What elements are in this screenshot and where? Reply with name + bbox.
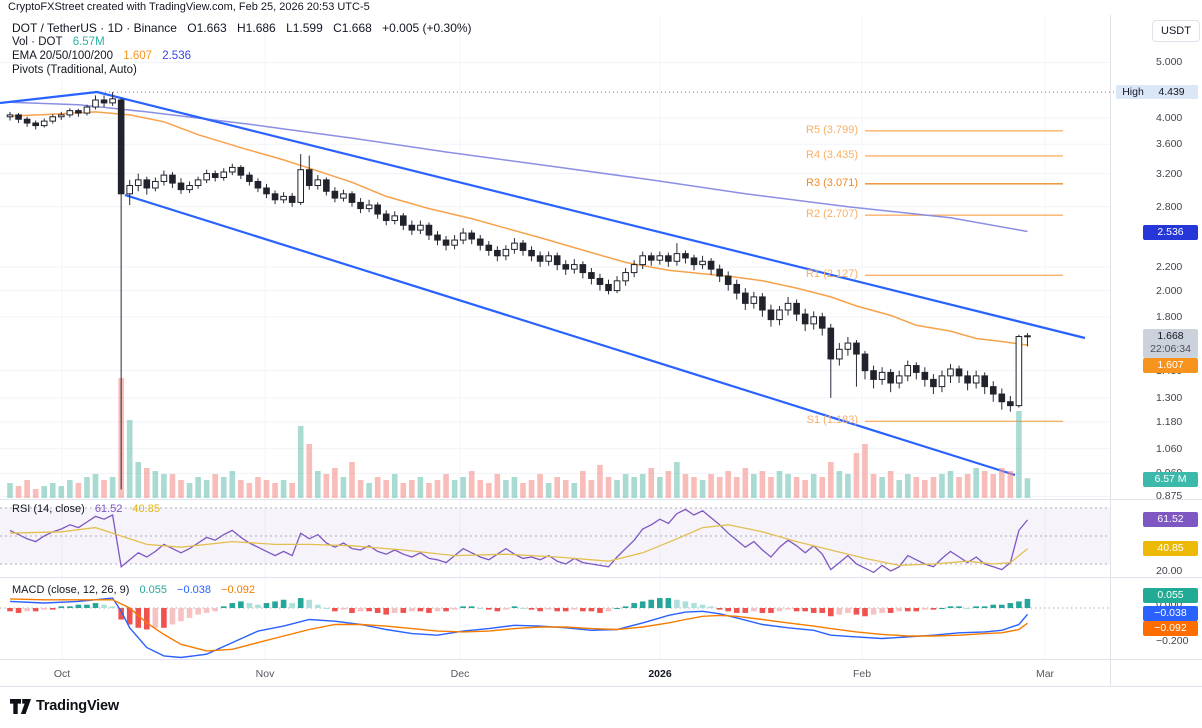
ema-row[interactable]: EMA 20/50/100/200 1.607 2.536 — [12, 49, 479, 63]
macd-hist-value: 0.055 — [139, 584, 167, 596]
price-tick: −0.200 — [1156, 635, 1189, 647]
rsi-legend-row[interactable]: RSI (14, close) 61.52 40.85 — [12, 503, 167, 515]
ema-label: EMA 20/50/100/200 — [12, 50, 114, 62]
macd-line-value: −0.038 — [177, 584, 211, 596]
price-tick: 5.000 — [1156, 56, 1183, 69]
price-tick: 2.800 — [1156, 200, 1183, 213]
pivot-label: R2 (2.707) — [806, 208, 858, 221]
rsi-ma-badge: 40.85 — [1143, 541, 1198, 556]
ema200-price-badge: 2.536 — [1143, 225, 1198, 240]
volume-row[interactable]: Vol · DOT 6.57M — [12, 35, 479, 49]
last-price-badge: 1.668 22:06:34 — [1143, 329, 1198, 358]
pane-divider-price-rsi[interactable] — [0, 499, 1202, 500]
volume-value: 6.57M — [72, 36, 105, 48]
pivot-label: S1 (1.183) — [806, 414, 858, 427]
tradingview-brand-text: TradingView — [36, 698, 119, 714]
macd-hist-badge: 0.055 — [1143, 588, 1198, 603]
symbol-status-row[interactable]: DOT / TetherUS · 1D · Binance O1.663 H1.… — [12, 21, 479, 35]
price-change: +0.005 (+0.30%) — [382, 21, 472, 35]
price-tick: 3.200 — [1156, 167, 1183, 180]
high-marker-value: 4.439 — [1145, 85, 1198, 99]
tradingview-logo[interactable]: TradingView — [10, 698, 119, 714]
price-tick: 1.800 — [1156, 310, 1183, 323]
legend: DOT / TetherUS · 1D · Binance O1.663 H1.… — [12, 21, 479, 77]
watermark-attribution: CryptoFXStreet created with TradingView.… — [0, 0, 1202, 15]
price-tick: 1.300 — [1156, 391, 1183, 404]
macd-label: MACD (close, 12, 26, 9) — [12, 584, 130, 596]
price-tick: 4.000 — [1156, 112, 1183, 124]
rsi-value: 61.52 — [94, 503, 123, 515]
symbol-title[interactable]: DOT / TetherUS · 1D · Binance — [12, 21, 177, 35]
time-axis-label: Nov — [255, 668, 275, 680]
rsi-ma-value: 40.85 — [132, 503, 160, 515]
tradingview-logo-mark — [10, 698, 31, 714]
ema100-price-badge: 1.607 — [1143, 358, 1198, 373]
ohlc-high: H1.686 — [237, 21, 276, 35]
price-axis-border — [1110, 14, 1111, 687]
pivots-label: Pivots (Traditional, Auto) — [12, 64, 137, 76]
pivot-label: R3 (3.071) — [806, 176, 858, 189]
ohlc-low: L1.599 — [286, 21, 323, 35]
volume-label: Vol · DOT — [12, 36, 63, 48]
pane-divider-rsi-macd[interactable] — [0, 577, 1202, 578]
pivots-row[interactable]: Pivots (Traditional, Auto) — [12, 63, 479, 77]
pivot-label: R1 (2.127) — [806, 268, 858, 281]
pivot-label: R4 (3.435) — [806, 148, 858, 161]
ohlc-open: O1.663 — [187, 21, 227, 35]
bar-countdown: 22:06:34 — [1150, 343, 1191, 355]
currency-toggle-button[interactable]: USDT — [1152, 20, 1200, 42]
ema-value-100: 1.607 — [123, 50, 153, 62]
chart-bottom-border — [0, 686, 1202, 687]
price-tick: 2.200 — [1156, 260, 1183, 273]
time-axis-label: Feb — [852, 668, 872, 680]
high-marker-label: High — [1116, 85, 1150, 99]
rsi-label: RSI (14, close) — [12, 503, 85, 515]
volume-badge: 6.57 M — [1143, 472, 1198, 487]
time-axis-label: Dec — [450, 668, 470, 680]
macd-legend-row[interactable]: MACD (close, 12, 26, 9) 0.055 −0.038 −0.… — [12, 584, 262, 596]
price-tick: 0.875 — [1156, 490, 1183, 503]
macd-signal-value: −0.092 — [221, 584, 255, 596]
price-tick: 2.000 — [1156, 284, 1183, 297]
ohlc-close: C1.668 — [333, 21, 372, 35]
macd-signal-badge: −0.092 — [1143, 621, 1198, 636]
price-tick: 20.00 — [1156, 565, 1183, 577]
price-tick: 1.060 — [1156, 442, 1183, 455]
price-tick: 1.180 — [1156, 415, 1183, 428]
time-axis-label: Oct — [53, 668, 71, 680]
time-axis-label: Mar — [1035, 668, 1055, 680]
time-axis-label: 2026 — [648, 668, 672, 680]
pane-divider-macd-timeaxis — [0, 659, 1202, 660]
last-price-value: 1.668 — [1157, 330, 1184, 342]
rsi-badge: 61.52 — [1143, 512, 1198, 527]
macd-line-badge: −0.038 — [1143, 606, 1198, 621]
ema-value-200: 2.536 — [162, 50, 191, 62]
pivot-label: R5 (3.799) — [806, 123, 858, 136]
price-tick: 3.600 — [1156, 138, 1183, 151]
